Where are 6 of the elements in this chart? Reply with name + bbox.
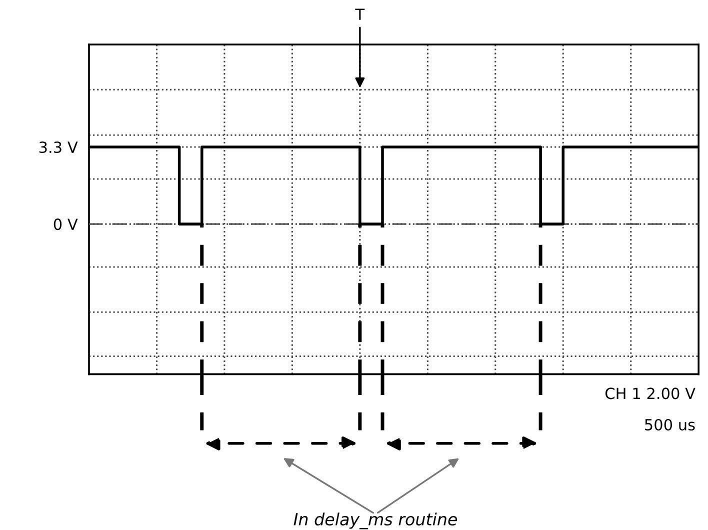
y-tick-label: 0 V — [54, 218, 78, 230]
text: 500 us — [645, 418, 695, 431]
text: In delay_ms routine — [294, 512, 457, 530]
text: CH 1 2.00 V — [605, 388, 696, 400]
y-tick-label: 3.3 V — [39, 141, 78, 154]
text: T — [355, 8, 365, 20]
